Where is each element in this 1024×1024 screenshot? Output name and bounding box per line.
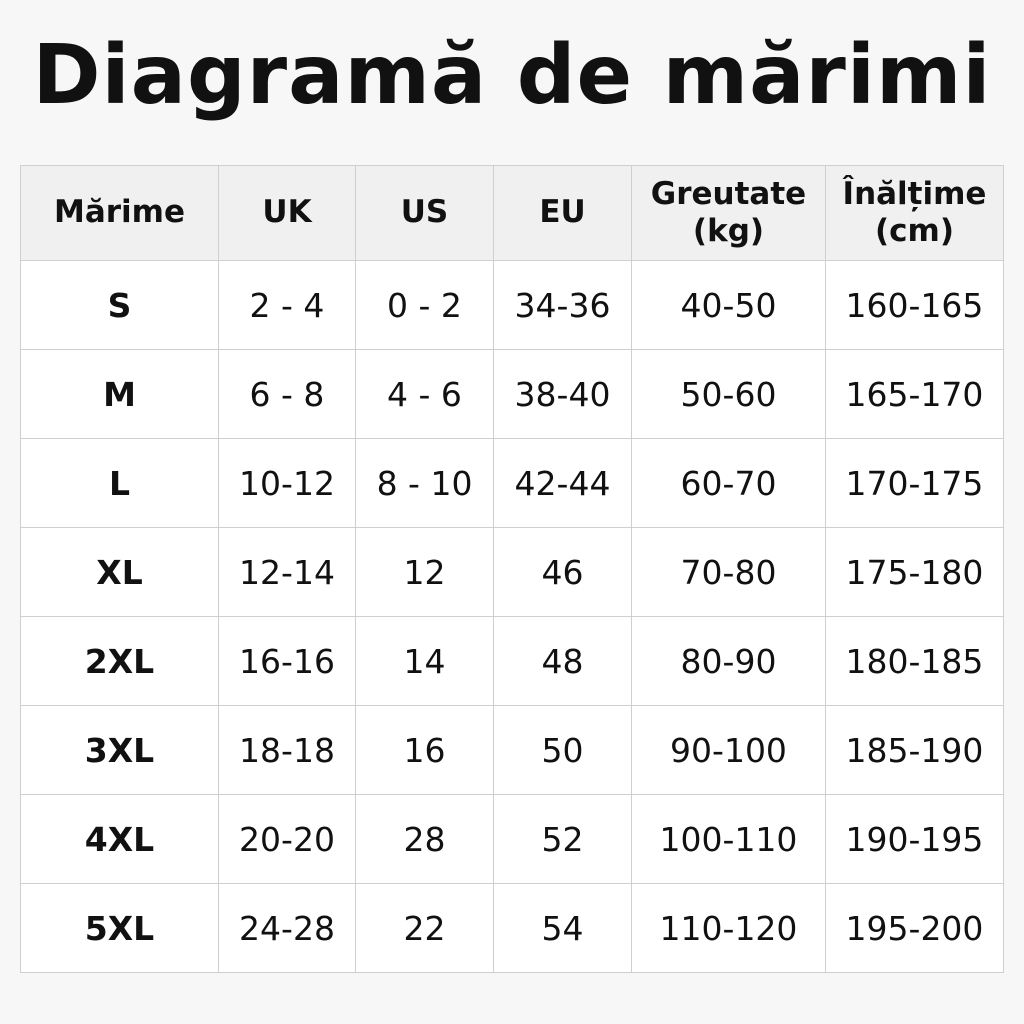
cell-eu: 46	[493, 527, 632, 617]
cell-height: 170-175	[825, 438, 1004, 528]
page-title: Diagramă de mărimi	[32, 28, 992, 123]
cell-eu: 54	[493, 883, 632, 973]
header-label: Greutate	[650, 175, 807, 212]
cell-uk: 16-16	[218, 616, 356, 706]
cell-size: 3XL	[20, 705, 219, 795]
cell-height: 160-165	[825, 260, 1004, 350]
header-weight: Greutate (kg)	[631, 165, 826, 261]
cell-size: 4XL	[20, 794, 219, 884]
cell-size: S	[20, 260, 219, 350]
cell-uk: 18-18	[218, 705, 356, 795]
cell-weight: 110-120	[631, 883, 826, 973]
cell-height: 165-170	[825, 349, 1004, 439]
cell-uk: 20-20	[218, 794, 356, 884]
header-height: Înălțime (cm)	[825, 165, 1004, 261]
cell-us: 22	[355, 883, 494, 973]
cell-uk: 24-28	[218, 883, 356, 973]
cell-height: 190-195	[825, 794, 1004, 884]
cell-uk: 12-14	[218, 527, 356, 617]
cell-size: L	[20, 438, 219, 528]
table-row: 4XL 20-20 28 52 100-110 190-195	[20, 794, 1004, 884]
header-label: US	[400, 194, 449, 231]
cell-uk: 6 - 8	[218, 349, 356, 439]
cell-us: 14	[355, 616, 494, 706]
cell-eu: 38-40	[493, 349, 632, 439]
cell-eu: 52	[493, 794, 632, 884]
header-row: Mărime UK US EU Greutate (kg) Înălțime (cm)	[20, 165, 1004, 261]
cell-uk: 10-12	[218, 438, 356, 528]
cell-eu: 48	[493, 616, 632, 706]
table-row: XL 12-14 12 46 70-80 175-180	[20, 527, 1004, 617]
table-row: L 10-12 8 - 10 42-44 60-70 170-175	[20, 438, 1004, 528]
cell-uk: 2 - 4	[218, 260, 356, 350]
cell-eu: 34-36	[493, 260, 632, 350]
header-label: EU	[539, 194, 586, 231]
cell-us: 28	[355, 794, 494, 884]
header-label: UK	[262, 194, 312, 231]
cell-size: 5XL	[20, 883, 219, 973]
cell-weight: 50-60	[631, 349, 826, 439]
header-label: Mărime	[53, 194, 185, 231]
cell-us: 0 - 2	[355, 260, 494, 350]
header-size: Mărime	[20, 165, 219, 261]
cell-height: 185-190	[825, 705, 1004, 795]
cell-weight: 40-50	[631, 260, 826, 350]
cell-us: 16	[355, 705, 494, 795]
header-label: Înălțime	[842, 175, 987, 212]
cell-height: 195-200	[825, 883, 1004, 973]
cell-size: XL	[20, 527, 219, 617]
table-row: 2XL 16-16 14 48 80-90 180-185	[20, 616, 1004, 706]
cell-size: M	[20, 349, 219, 439]
cell-weight: 90-100	[631, 705, 826, 795]
cell-weight: 60-70	[631, 438, 826, 528]
header-uk: UK	[218, 165, 356, 261]
cell-height: 180-185	[825, 616, 1004, 706]
cell-weight: 70-80	[631, 527, 826, 617]
header-label: (kg)	[692, 213, 765, 249]
cell-weight: 100-110	[631, 794, 826, 884]
header-eu: EU	[493, 165, 632, 261]
cell-us: 12	[355, 527, 494, 617]
cell-us: 8 - 10	[355, 438, 494, 528]
cell-size: 2XL	[20, 616, 219, 706]
cell-weight: 80-90	[631, 616, 826, 706]
table-row: 5XL 24-28 22 54 110-120 195-200	[20, 883, 1004, 973]
cell-eu: 50	[493, 705, 632, 795]
cell-us: 4 - 6	[355, 349, 494, 439]
header-label: (cm)	[874, 213, 954, 249]
cell-eu: 42-44	[493, 438, 632, 528]
header-us: US	[355, 165, 494, 261]
cell-height: 175-180	[825, 527, 1004, 617]
table-row: 3XL 18-18 16 50 90-100 185-190	[20, 705, 1004, 795]
